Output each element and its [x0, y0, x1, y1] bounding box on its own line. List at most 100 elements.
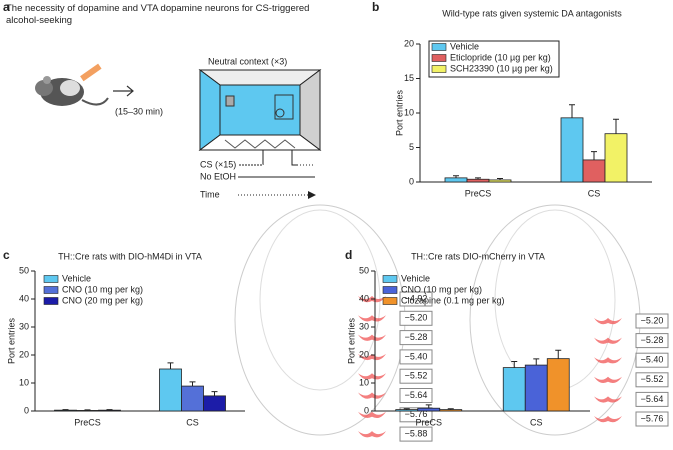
- chart-title: TH::Cre rats DIO-mCherry in VTA: [411, 251, 545, 261]
- vta-section: [358, 373, 386, 380]
- vta-section: [594, 337, 622, 344]
- legend-label: CNO (10 mg per kg): [62, 284, 143, 294]
- bar: [181, 385, 204, 412]
- legend-swatch: [431, 65, 447, 73]
- error-bar: [425, 404, 432, 409]
- atlas-label-box: [635, 411, 669, 427]
- y-axis-label: Port entries: [394, 89, 404, 136]
- error-bar: [453, 175, 459, 178]
- context-box: [198, 69, 322, 151]
- y-tick-label: 20: [19, 349, 29, 359]
- atlas-label: −5.40: [405, 351, 428, 361]
- y-tick-label: 20: [359, 349, 369, 359]
- vta-section: [594, 357, 622, 364]
- y-tick-label: 10: [404, 107, 414, 117]
- y-tick-label: 10: [19, 377, 29, 387]
- legend-label: CNO (10 mg per kg): [401, 284, 482, 294]
- bar: [76, 410, 99, 412]
- atlas-label-box: [635, 333, 669, 349]
- error-bar: [403, 408, 410, 410]
- bar: [466, 178, 490, 183]
- error-bar: [497, 178, 503, 180]
- bar: [582, 159, 606, 183]
- atlas-label: −5.76: [641, 413, 664, 423]
- chart-title: Wild-type rats given systemic DA antagon…: [442, 8, 622, 18]
- vta-section: [594, 376, 622, 384]
- atlas-label-box: [635, 391, 669, 407]
- atlas-label: −4.92: [405, 293, 428, 303]
- x-tick-label: PreCS: [415, 417, 442, 427]
- bar: [203, 395, 226, 412]
- x-tick-label: PreCS: [465, 188, 492, 198]
- atlas-label: −5.52: [405, 371, 428, 381]
- panel-letter: a: [3, 0, 10, 14]
- atlas-label: −5.88: [405, 428, 428, 438]
- y-tick-label: 30: [19, 321, 29, 331]
- error-bar: [569, 104, 575, 118]
- legend-label: Vehicle: [62, 273, 91, 283]
- bar: [524, 364, 548, 412]
- error-bar: [511, 360, 518, 368]
- y-axis-label: Port entries: [6, 317, 16, 364]
- atlas-label-box: [635, 352, 669, 368]
- bar: [560, 117, 584, 183]
- atlas-label-box: [399, 426, 433, 442]
- bar: [417, 407, 441, 412]
- cs-trace: [238, 149, 297, 166]
- y-tick-label: 40: [19, 293, 29, 303]
- y-tick-label: 0: [409, 176, 414, 186]
- legend-swatch: [43, 275, 59, 283]
- legend-label: CNO (20 mg per kg): [62, 295, 143, 305]
- bar: [98, 409, 121, 412]
- vta-section: [358, 315, 386, 322]
- atlas-label-box: [399, 349, 433, 365]
- vta-section: [358, 431, 386, 438]
- error-bar: [167, 362, 174, 369]
- atlas-label: −5.64: [641, 394, 664, 404]
- atlas-label-box: [399, 368, 433, 384]
- atlas-label-box: [399, 330, 433, 346]
- legend-label: Vehicle: [450, 41, 479, 51]
- legend-label: SCH23390 (10 µg per kg): [450, 63, 553, 73]
- error-bar: [211, 391, 218, 396]
- legend-label: Eticlopride (10 µg per kg): [450, 52, 551, 62]
- legend-label: Vehicle: [401, 273, 430, 283]
- bar: [604, 133, 628, 183]
- legend-swatch: [431, 54, 447, 62]
- y-tick-label: 30: [359, 321, 369, 331]
- vta-section: [358, 392, 386, 399]
- arrow: [113, 85, 134, 97]
- vta-section: [358, 334, 386, 341]
- bar: [546, 358, 570, 412]
- vta-section: [594, 318, 622, 325]
- legend-swatch: [382, 286, 398, 294]
- x-tick-label: CS: [588, 188, 601, 198]
- error-bar: [555, 349, 562, 359]
- error-bar: [106, 409, 113, 411]
- legend-swatch: [382, 297, 398, 305]
- legend-swatch: [382, 275, 398, 283]
- y-tick-label: 0: [24, 405, 29, 415]
- y-tick-label: 5: [409, 142, 414, 152]
- x-tick-label: CS: [186, 417, 199, 427]
- atlas-label-box: [635, 313, 669, 329]
- bar: [502, 367, 526, 412]
- x-tick-label: CS: [530, 417, 543, 427]
- y-tick-label: 10: [359, 377, 369, 387]
- panel-letter: c: [3, 248, 10, 262]
- vta-section: [358, 353, 386, 361]
- error-bar: [447, 408, 454, 410]
- y-tick-label: 50: [19, 265, 29, 275]
- legend-swatch: [431, 43, 447, 51]
- atlas-label: −5.52: [641, 374, 664, 384]
- atlas-label: −5.76: [405, 409, 428, 419]
- error-bar: [613, 118, 619, 134]
- legend-box: [428, 40, 560, 78]
- atlas-label: −5.28: [641, 335, 664, 345]
- atlas-label: −5.64: [405, 390, 428, 400]
- atlas-label-box: [399, 291, 433, 307]
- y-axis-label: Port entries: [346, 317, 356, 364]
- atlas-label: −5.40: [641, 355, 664, 365]
